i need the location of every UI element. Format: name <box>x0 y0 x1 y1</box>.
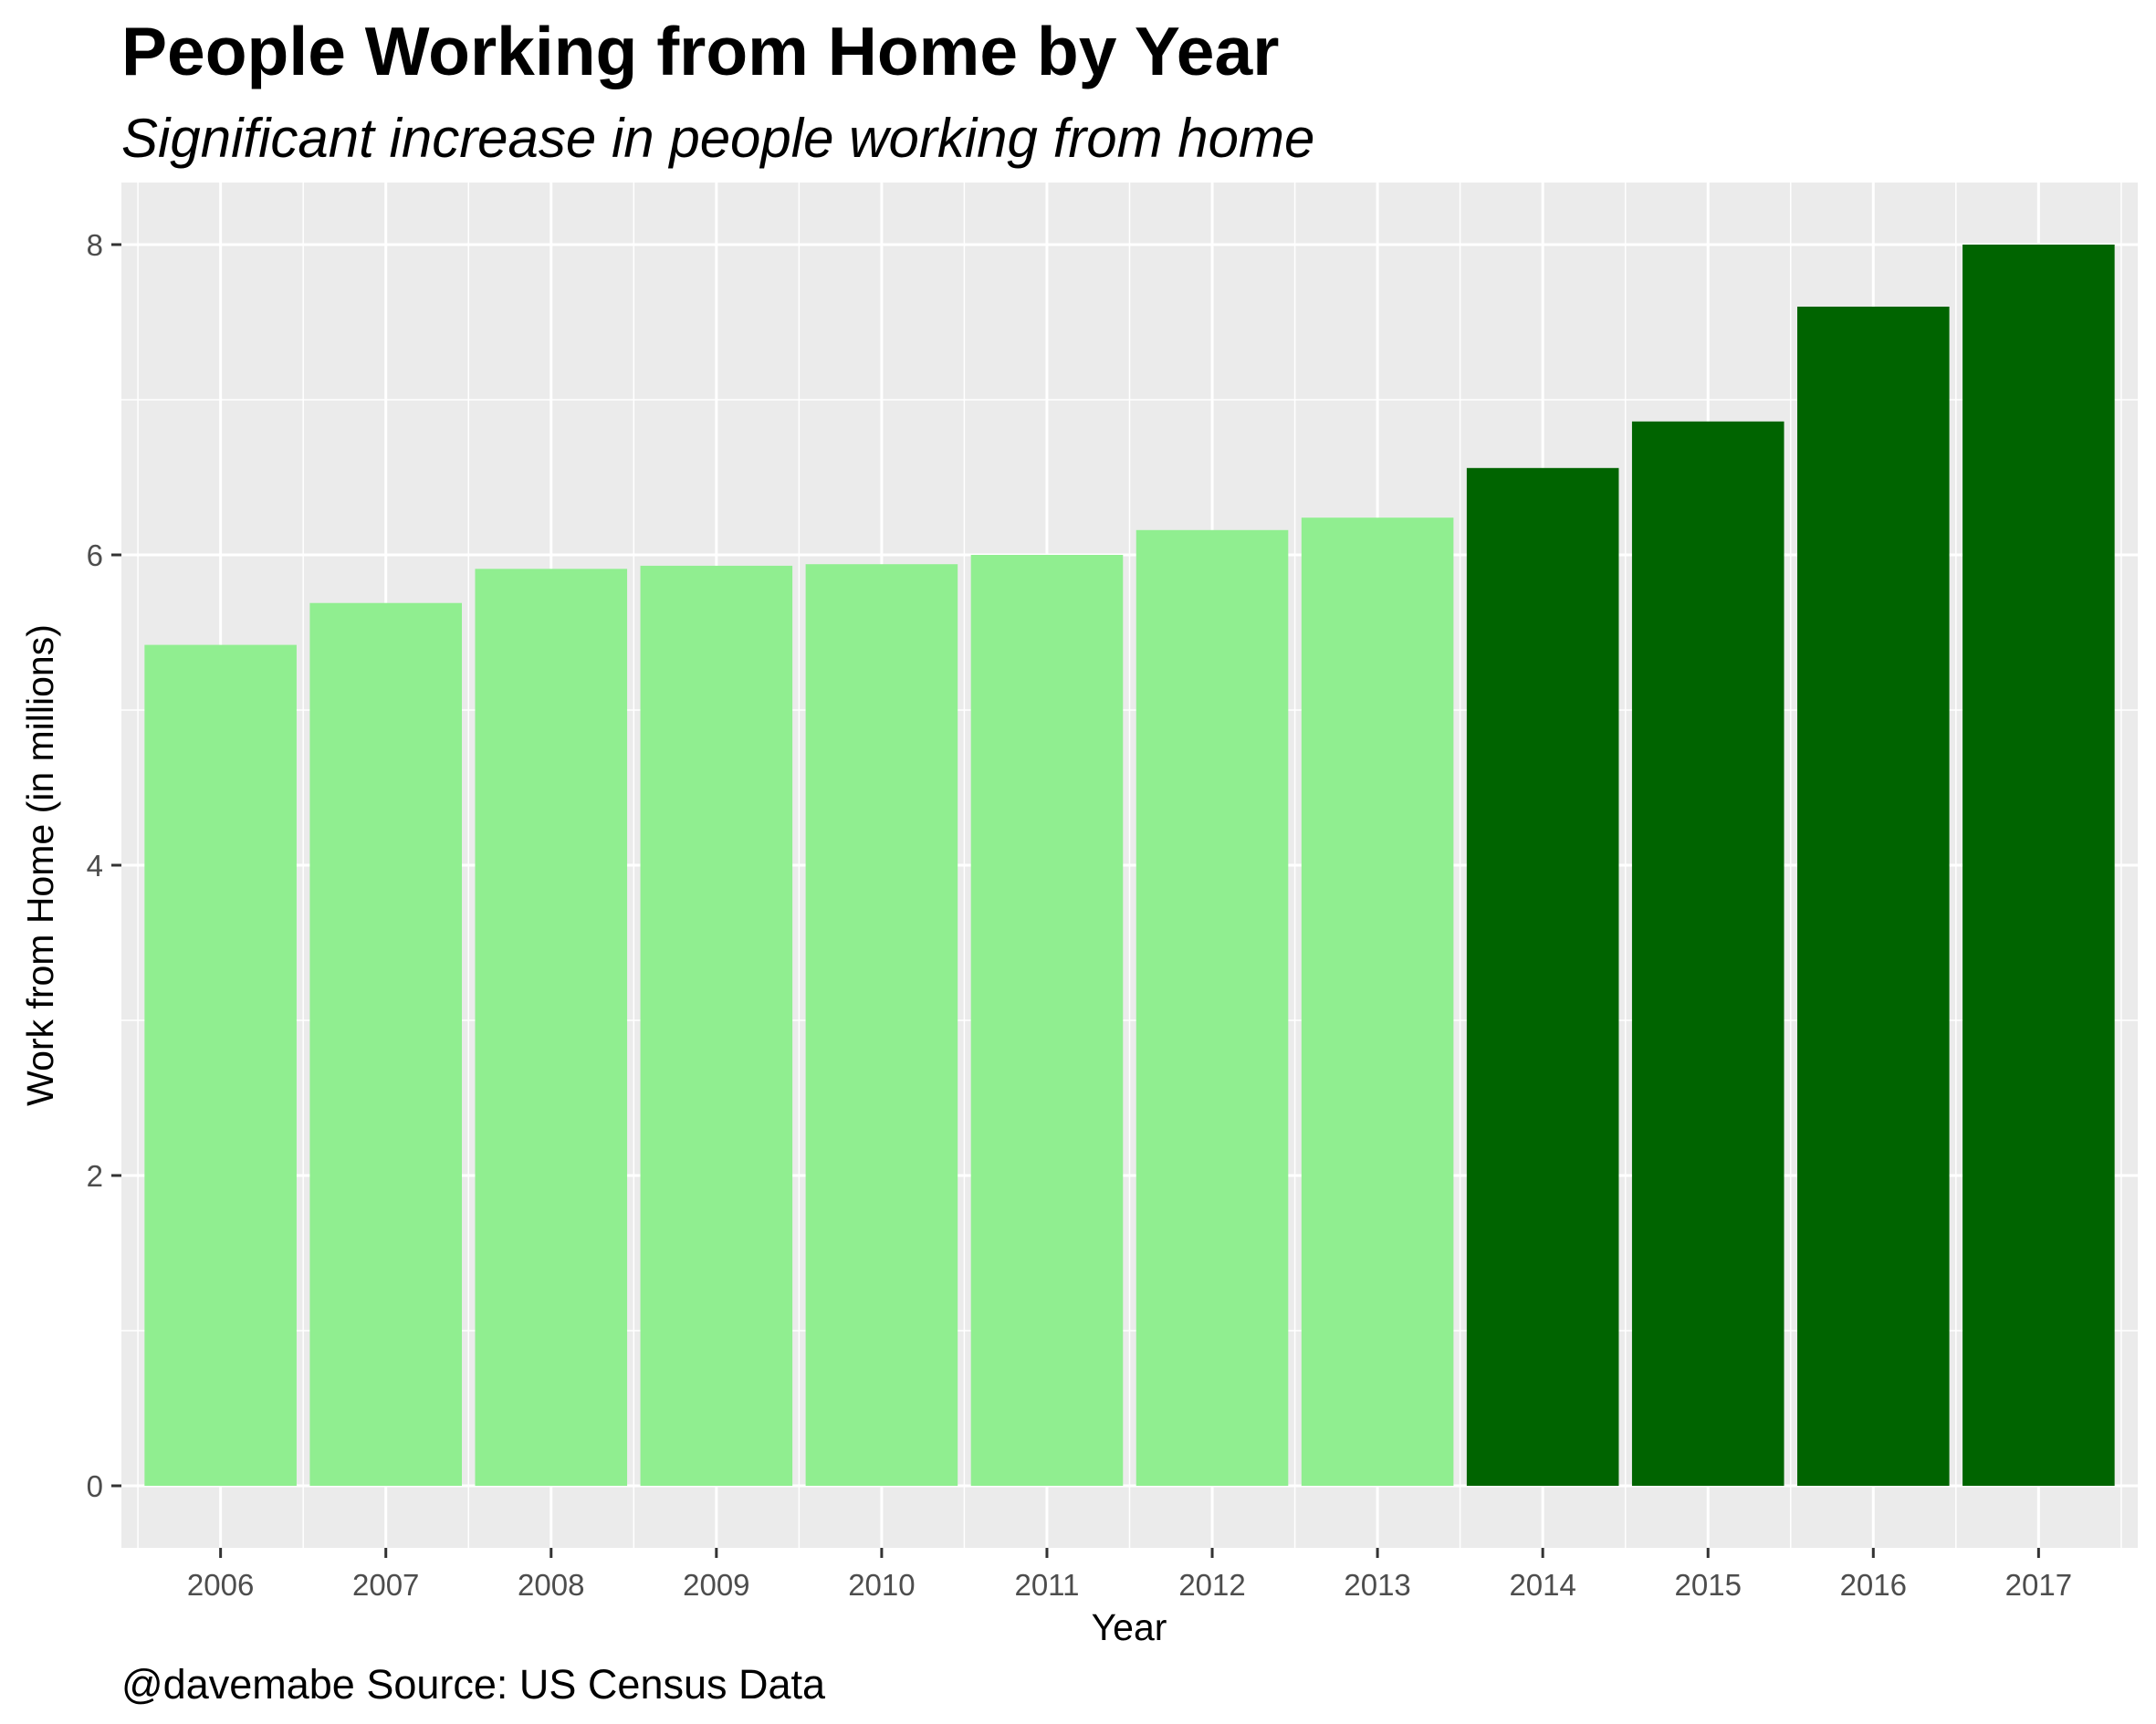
chart-caption: @davemabe Source: US Census Data <box>121 1661 826 1708</box>
bar-2010 <box>805 564 958 1486</box>
y-tick-label: 4 <box>87 849 103 883</box>
x-tick-label: 2007 <box>352 1568 419 1602</box>
bar-2009 <box>640 565 793 1486</box>
bar-2008 <box>475 569 628 1486</box>
y-tick-label: 0 <box>87 1469 103 1503</box>
y-tick-label: 8 <box>87 228 103 262</box>
bar-2014 <box>1466 467 1619 1486</box>
x-tick-label: 2017 <box>2005 1568 2072 1602</box>
x-tick-label: 2016 <box>1840 1568 1907 1602</box>
y-axis: 0 2 4 6 8 <box>87 228 121 1503</box>
x-axis: 2006 2007 2008 2009 2010 2011 2012 2013 2014 2015… <box>187 1548 2072 1602</box>
bar-2007 <box>309 602 462 1486</box>
y-tick-label: 2 <box>87 1159 103 1193</box>
bar-2016 <box>1797 307 1950 1486</box>
x-tick-label: 2012 <box>1178 1568 1245 1602</box>
bar-2017 <box>1962 245 2115 1486</box>
bar-2015 <box>1631 421 1784 1486</box>
x-tick-label: 2015 <box>1675 1568 1742 1602</box>
bar-2013 <box>1301 517 1454 1487</box>
y-tick-label: 6 <box>87 538 103 572</box>
x-tick-label: 2013 <box>1344 1568 1410 1602</box>
bar-2011 <box>970 555 1124 1486</box>
x-axis-title: Year <box>1092 1606 1167 1648</box>
bar-2012 <box>1136 529 1289 1486</box>
bars <box>144 245 2115 1487</box>
y-axis-title: Work from Home (in millions) <box>19 624 61 1106</box>
x-tick-label: 2009 <box>683 1568 749 1602</box>
x-tick-label: 2014 <box>1509 1568 1575 1602</box>
x-tick-label: 2011 <box>1014 1568 1079 1602</box>
bar-2006 <box>144 644 297 1486</box>
x-tick-label: 2010 <box>848 1568 915 1602</box>
x-tick-label: 2006 <box>187 1568 254 1602</box>
x-tick-label: 2008 <box>518 1568 584 1602</box>
chart-title: People Working from Home by Year <box>121 13 1279 89</box>
chart-subtitle: Significant increase in people working f… <box>121 108 1314 169</box>
